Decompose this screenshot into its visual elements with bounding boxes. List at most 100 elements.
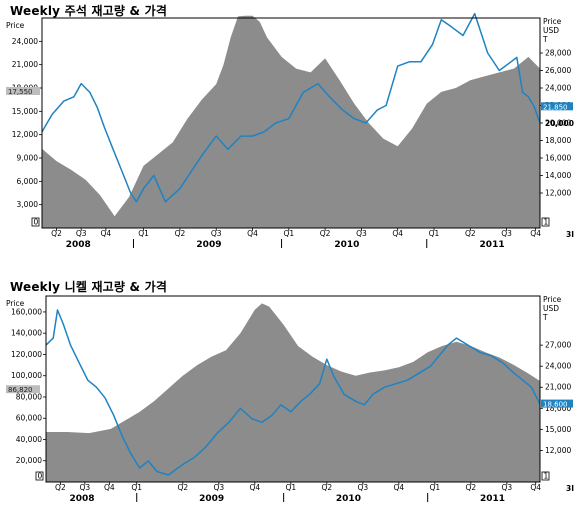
tin-chart-svg: 3,000 6,000 9,000 12,000 15,000 18,000 21,000 2… [6,12,574,250]
quarter-tick-label: Q4 [104,483,115,492]
quarter-tick-label: Q3 [502,483,513,492]
left-tick-label: 24,000 [12,37,38,46]
quarter-tick-label: Q4 [394,483,405,492]
right-tick-label: 15,000 [545,425,571,434]
right-value-marker-box [541,102,573,111]
stock-area [46,303,540,482]
orange-corner-label: 3I [566,230,574,239]
right-tick-label: 24,000 [545,362,571,371]
corner-label-left: 0 [38,472,43,481]
corner-box-right [541,217,550,227]
year-label: 2008 [66,240,91,250]
left-tick-label: 160,000 [11,307,42,316]
quarter-tick-label: Q4 [392,229,403,238]
quarter-tick-label: Q2 [175,229,186,238]
corner-label-right: 1 [544,218,549,227]
quarter-tick-label: Q1 [283,229,294,238]
tin-chart-panel: Weekly 주석 재고량 & 가격 3,000 6,000 9,000 12,000… [0,0,584,252]
quarter-tick-label: Q1 [138,229,149,238]
nickel-chart-title: Weekly 니켈 재고량 & 가격 [10,280,168,294]
quarter-tick-label: Q3 [211,229,222,238]
orange-corner-label: 3I [566,484,574,493]
year-label: 2009 [199,494,224,504]
left-value-marker-box [6,87,40,95]
price-line [41,12,541,203]
quarter-tick-label: Q4 [101,229,112,238]
left-tick-label: 6,000 [17,177,39,186]
left-value-marker: 17,550 [8,88,33,96]
plot-border [45,295,541,483]
right-axis-title: Price [543,295,562,304]
year-label: 2010 [334,240,359,250]
quarter-tick-label: Q2 [55,483,66,492]
quarter-tick-label: Q2 [51,229,62,238]
left-tick-label: 140,000 [11,329,42,338]
right-axis-title: Price [543,17,562,26]
right-tick-label: 20,000 [545,119,571,128]
corner-box-left [35,471,44,481]
right-tick-label: 28,000 [545,49,571,58]
left-value-marker: 86,820 [8,386,33,394]
year-label: 2008 [69,494,94,504]
left-tick-label: 80,000 [16,392,42,401]
quarter-tick-label: Q3 [80,483,91,492]
quarter-tick-label: Q3 [213,483,224,492]
quarter-tick-label: Q2 [320,229,331,238]
price-line [45,309,541,476]
right-tick-label: 27,000 [545,341,571,350]
right-axis-title: USD [543,26,559,35]
year-label: 2009 [196,240,221,250]
quarter-tick-label: Q4 [530,483,541,492]
quarter-tick-label: Q4 [247,229,258,238]
right-value-marker-2: 20,000 [545,119,574,128]
quarter-tick-label: Q4 [249,483,260,492]
stock-area [42,15,540,229]
quarter-tick-label: Q1 [285,483,296,492]
left-axis-title: Price [6,21,25,30]
tin-chart-title: Weekly 주석 재고량 & 가격 [10,4,168,18]
corner-label-left: 0 [34,218,39,227]
left-tick-label: 9,000 [17,154,39,163]
left-tick-label: 12,000 [12,130,38,139]
right-tick-label: 26,000 [545,66,571,75]
left-axis-title: Price [6,299,25,308]
nickel-chart-svg: 20,000 40,000 60,000 80,000 100,000 120,000 14… [6,295,574,504]
corner-box-left [31,217,40,227]
right-axis-title: T [542,313,548,322]
quarter-tick-label: Q2 [465,229,476,238]
right-tick-label: 14,000 [545,171,571,180]
left-tick-label: 3,000 [17,200,39,209]
year-label: 2011 [480,494,505,504]
right-tick-label: 12,000 [545,446,571,455]
quarter-tick-label: Q1 [429,229,440,238]
quarter-tick-label: Q2 [177,483,188,492]
quarter-tick-label: Q3 [358,483,369,492]
right-tick-label: 24,000 [545,84,571,93]
right-tick-label: 12,000 [545,189,571,198]
left-tick-label: 100,000 [11,371,42,380]
left-tick-label: 40,000 [16,435,42,444]
right-tick-label: 18,000 [545,136,571,145]
quarter-tick-label: Q2 [322,483,333,492]
right-tick-label: 16,000 [545,154,571,163]
left-tick-label: 20,000 [16,456,42,465]
quarter-tick-label: Q4 [530,229,541,238]
left-tick-label: 120,000 [11,350,42,359]
quarter-tick-label: Q3 [356,229,367,238]
right-value-marker-box [541,399,573,408]
right-tick-label: 21,000 [545,383,571,392]
right-axis-title: USD [543,304,559,313]
right-axis-title: T [542,35,548,44]
quarter-tick-label: Q2 [466,483,477,492]
year-label: 2011 [480,240,505,250]
corner-label-right: 1 [544,472,549,481]
quarter-tick-label: Q1 [131,483,142,492]
right-value-marker: 18,600 [543,401,568,409]
left-tick-label: 15,000 [12,107,38,116]
quarter-tick-label: Q3 [501,229,512,238]
right-value-marker: 21,850 [543,103,568,111]
right-tick-label: 18,000 [545,404,571,413]
corner-box-right [541,471,550,481]
quarter-tick-label: Q3 [76,229,87,238]
nickel-chart-panel: Weekly 니켈 재고량 & 가격 20,000 40,000 60,000 80,… [0,276,584,519]
